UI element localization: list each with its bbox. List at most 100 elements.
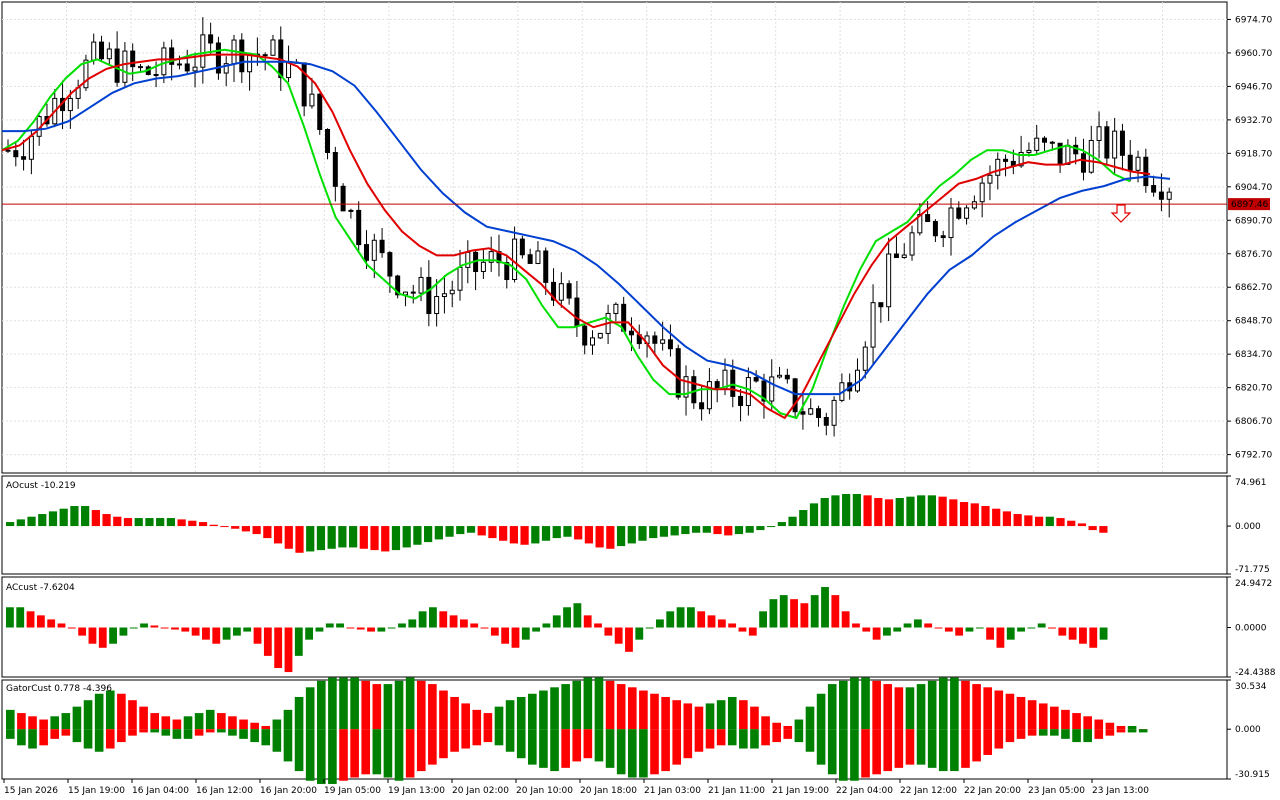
histogram-bar	[777, 522, 786, 527]
gator-lower-bar	[472, 729, 482, 746]
candle-body	[590, 337, 595, 346]
gator-upper-bar	[83, 700, 93, 730]
histogram-bar	[917, 495, 926, 527]
gator-lower-bar	[972, 729, 981, 762]
gator-lower-bar	[105, 729, 115, 749]
candle-body	[356, 209, 362, 246]
gator-upper-bar	[405, 677, 415, 730]
candle-body	[675, 348, 681, 398]
histogram-bar	[604, 627, 613, 636]
gator-upper-bar	[239, 719, 248, 730]
gator-lower-bar	[805, 729, 815, 752]
histogram-bar	[429, 607, 437, 628]
gator-upper-bar	[672, 700, 682, 730]
gator-upper-bar	[17, 713, 26, 730]
candle-body	[948, 207, 954, 239]
histogram-bar	[222, 627, 231, 640]
histogram-bar	[884, 499, 894, 527]
price-tick-label: 6974.70	[1235, 15, 1272, 25]
histogram-bar	[759, 611, 768, 628]
histogram-bar	[402, 526, 411, 548]
histogram-bar	[810, 595, 819, 628]
gator-upper-bar	[1061, 709, 1070, 730]
candle-body	[5, 149, 11, 152]
gator-upper-bar	[305, 687, 315, 730]
histogram-bar	[1068, 627, 1077, 640]
gator-lower-bar	[627, 729, 637, 778]
histogram-bar	[627, 526, 636, 544]
price-tick-label: 6946.70	[1235, 82, 1272, 92]
gator-lower-bar	[816, 729, 826, 765]
histogram-bar	[638, 526, 647, 541]
histogram-bar	[346, 627, 355, 629]
histogram-bar	[635, 627, 644, 640]
histogram-bar	[102, 514, 111, 527]
gator-lower-bar	[861, 729, 870, 778]
histogram-bar	[574, 526, 583, 540]
histogram-bar	[903, 623, 912, 628]
gator-lower-bar	[1105, 729, 1115, 736]
histogram-bar	[336, 623, 344, 628]
histogram-bar	[198, 522, 208, 527]
gator-upper-bar	[683, 703, 693, 730]
histogram-bar	[949, 499, 958, 527]
histogram-bar	[927, 495, 937, 527]
histogram-bar	[975, 627, 984, 629]
histogram-bar	[59, 508, 68, 527]
gator-upper-bar	[1083, 716, 1092, 730]
gator-lower-bar	[1138, 729, 1148, 733]
gator-lower-bar	[1083, 729, 1092, 743]
histogram-bar	[327, 526, 336, 549]
gator-upper-bar	[372, 684, 382, 730]
candle-body	[106, 48, 112, 60]
gator-lower-bar	[905, 729, 915, 765]
gator-lower-bar	[283, 729, 293, 762]
gator-upper-bar	[128, 700, 137, 730]
histogram-bar	[842, 494, 851, 527]
candle-body	[660, 339, 666, 344]
candle-body	[262, 54, 268, 57]
gator-indicator-label: GatorCust 0.778 -4.396	[6, 684, 112, 694]
histogram-bar	[625, 627, 633, 652]
candle-body	[309, 93, 315, 107]
histogram-bar	[466, 526, 476, 533]
candle-body	[239, 39, 245, 73]
gator-upper-bar	[1038, 703, 1048, 730]
time-tick-label: 19 Jan 13:00	[388, 786, 445, 796]
histogram-bar	[171, 627, 179, 630]
histogram-bar	[563, 526, 572, 537]
histogram-bar	[738, 627, 747, 632]
histogram-bar	[209, 524, 218, 527]
histogram-bar	[150, 625, 159, 628]
gator-upper-bar	[94, 693, 104, 730]
candle-body	[1018, 151, 1024, 167]
histogram-bar	[231, 526, 240, 529]
candle-body	[286, 61, 292, 79]
gator-lower-bar	[461, 729, 470, 749]
gator-upper-bar	[972, 684, 981, 730]
histogram-bar	[6, 607, 14, 628]
pane-frame-2	[1, 576, 1228, 678]
histogram-bar	[573, 603, 582, 628]
gator-upper-bar	[583, 677, 593, 730]
histogram-bar	[895, 498, 904, 527]
gator-upper-bar	[839, 680, 848, 730]
histogram-bar	[445, 526, 454, 537]
candle-body	[426, 276, 432, 315]
candle-body	[738, 395, 744, 407]
candle-body	[1049, 141, 1055, 144]
histogram-bar	[408, 619, 417, 628]
candle-body	[130, 50, 136, 68]
gator-upper-bar	[50, 716, 60, 730]
gator-upper-bar	[739, 700, 748, 730]
histogram-bar	[779, 595, 788, 628]
gator-lower-bar	[639, 729, 648, 778]
gator-upper-bar	[394, 680, 404, 730]
price-tick-label: 6876.70	[1235, 250, 1272, 260]
histogram-bar	[26, 611, 35, 628]
gator-upper-bar	[1027, 700, 1037, 730]
gator-upper-bar	[750, 706, 759, 730]
histogram-bar	[166, 518, 175, 527]
gator-lower-bar	[183, 729, 193, 739]
